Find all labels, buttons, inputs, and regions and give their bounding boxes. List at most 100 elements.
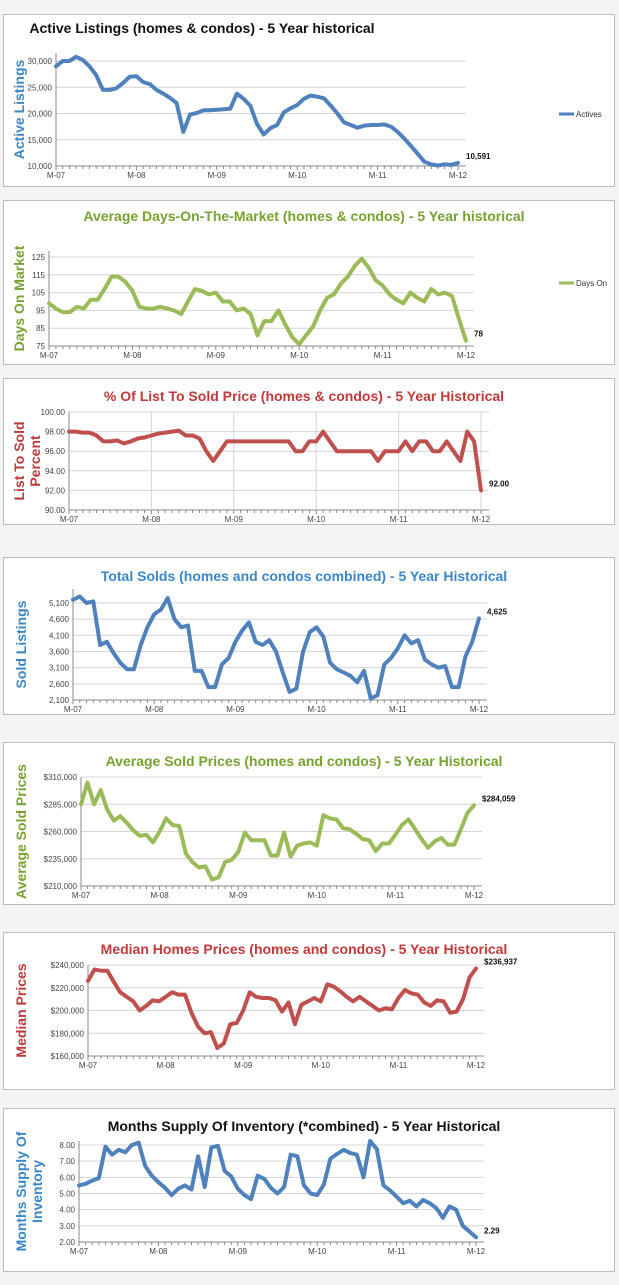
chart-panel-2: Average Days-On-The-Market (homes & cond… [3,200,615,365]
y-axis-title: Average Sold Prices [13,764,29,899]
y-axis-title: Inventory [29,1160,45,1223]
end-value-label: 10,591 [466,152,491,161]
y-tick-label: 92.00 [45,486,66,495]
chart-title: % Of List To Sold Price (homes & condos)… [104,388,504,404]
y-tick-label: 6.00 [59,1173,75,1182]
series-line [54,54,460,168]
y-tick-label: $200,000 [51,1007,85,1016]
x-tick-label: M-08 [142,515,161,524]
x-tick-label: M-11 [390,1061,408,1070]
x-tick-label: M-08 [145,705,164,714]
x-tick-label: M-11 [387,891,405,900]
y-axis-title: Months Supply Of [13,1131,29,1251]
x-tick-label: M-11 [390,515,408,524]
end-value-label: 92.00 [489,479,510,488]
chart-panel-7: Months Supply Of Inventory (*combined) -… [3,1108,615,1272]
y-tick-label: 4.00 [59,1206,75,1215]
legend-label: Actives [576,110,602,119]
y-tick-label: $240,000 [51,961,85,970]
y-axis-title: Percent [27,435,43,487]
end-value-label: 4,625 [487,607,508,616]
y-tick-label: $310,000 [44,773,78,782]
chart-title: Average Sold Prices (homes and condos) -… [106,753,503,769]
y-tick-label: 98.00 [45,428,66,437]
x-tick-label: M-10 [288,171,307,180]
y-tick-label: 100.00 [41,408,66,417]
x-tick-label: M-12 [467,1247,486,1256]
x-tick-label: M-07 [47,171,66,180]
x-tick-label: M-10 [312,1061,331,1070]
x-tick-label: M-12 [467,1061,486,1070]
x-tick-label: M-10 [308,1247,327,1256]
chart-svg: Average Days-On-The-Market (homes & cond… [11,208,607,360]
y-tick-label: 3,100 [49,664,70,673]
y-tick-label: $285,000 [44,800,78,809]
x-tick-label: M-12 [472,515,491,524]
x-tick-label: M-07 [64,705,83,714]
series-line [67,428,483,493]
end-value-label: 78 [474,330,483,339]
chart-svg: Average Sold Prices (homes and condos) -… [13,753,516,900]
chart-title: Months Supply Of Inventory (*combined) -… [108,1118,501,1134]
y-tick-label: $220,000 [51,984,85,993]
x-tick-label: M-11 [388,1247,406,1256]
chart-title: Average Days-On-The-Market (homes & cond… [83,208,524,224]
series-line [86,966,478,1050]
y-tick-label: $160,000 [51,1052,85,1061]
y-tick-label: 4,600 [49,615,70,624]
x-tick-label: M-12 [449,171,468,180]
y-tick-label: 3.00 [59,1222,75,1231]
y-tick-label: 90.00 [45,506,66,515]
x-tick-label: M-12 [465,891,484,900]
end-value-label: 2.29 [484,1226,500,1235]
x-tick-label: M-09 [226,705,245,714]
chart-svg: % Of List To Sold Price (homes & condos)… [11,388,510,524]
x-tick-label: M-12 [457,351,476,360]
x-tick-label: M-10 [307,705,326,714]
y-tick-label: 5.00 [59,1190,75,1199]
chart-title: Total Solds (homes and condos combined) … [101,568,507,584]
y-tick-label: 2,600 [49,680,70,689]
series-line [71,594,481,701]
y-axis-title: Days On Market [11,245,27,351]
x-tick-label: M-09 [229,1247,248,1256]
y-tick-label: 96.00 [45,447,66,456]
x-tick-label: M-09 [207,351,226,360]
legend-label: Days On [576,279,607,288]
series-line [47,256,468,347]
y-tick-label: 4,100 [49,631,70,640]
y-tick-label: 8.00 [59,1141,75,1150]
y-tick-label: 94.00 [45,467,66,476]
y-tick-label: 5,100 [49,599,70,608]
y-tick-label: 30,000 [28,57,53,66]
y-tick-label: 20,000 [28,110,53,119]
y-tick-label: 85 [36,324,45,333]
chart-panel-1: Active Listings (homes & condos) - 5 Yea… [3,14,615,187]
x-tick-label: M-09 [234,1061,253,1070]
y-tick-label: 2,100 [49,696,70,705]
x-tick-label: M-09 [208,171,227,180]
end-value-label: $236,937 [484,957,518,966]
x-tick-label: M-10 [308,891,327,900]
y-tick-label: 2.00 [59,1238,75,1247]
y-tick-label: 95 [36,306,45,315]
x-tick-label: M-08 [127,171,146,180]
y-tick-label: $260,000 [44,828,78,837]
y-tick-label: 25,000 [28,83,53,92]
y-axis-title: List To Sold [11,421,27,500]
chart-title: Active Listings (homes & condos) - 5 Yea… [29,20,374,36]
series-line [77,1139,478,1240]
end-value-label: $284,059 [482,794,516,803]
x-tick-label: M-10 [290,351,309,360]
x-tick-label: M-12 [470,705,489,714]
x-tick-label: M-09 [229,891,248,900]
x-tick-label: M-09 [225,515,244,524]
y-tick-label: 75 [36,342,45,351]
y-tick-label: $235,000 [44,855,78,864]
y-axis-title: Sold Listings [13,600,29,688]
chart-svg: Median Homes Prices (homes and condos) -… [13,941,518,1070]
chart-panel-5: Average Sold Prices (homes and condos) -… [3,742,615,905]
x-tick-label: M-08 [156,1061,175,1070]
chart-svg: Active Listings (homes & condos) - 5 Yea… [11,20,602,180]
y-tick-label: 10,000 [28,162,53,171]
